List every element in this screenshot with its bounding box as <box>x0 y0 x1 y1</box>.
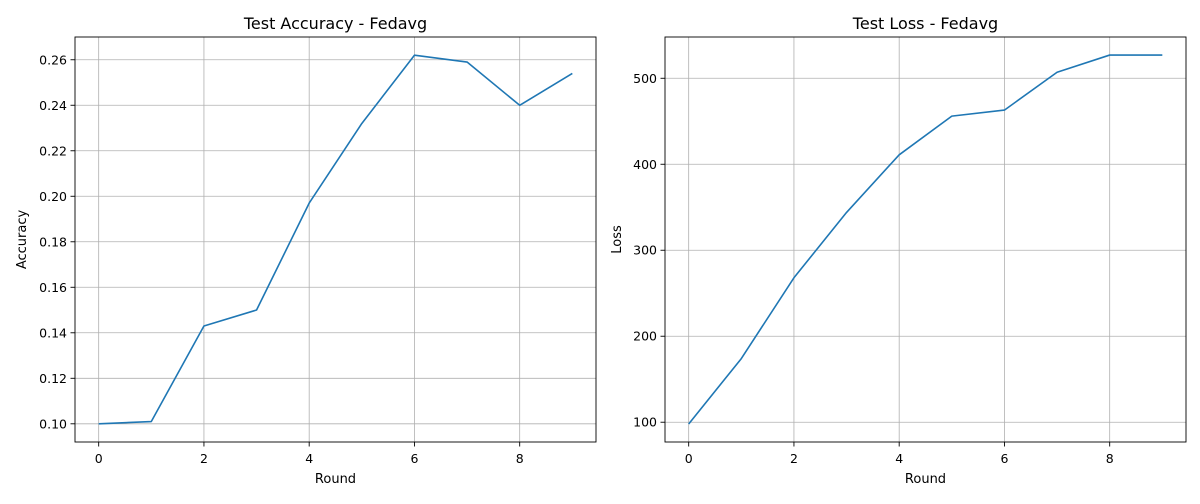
accuracy-chart-title: Test Accuracy - Fedavg <box>243 14 427 33</box>
accuracy-x-tick-label-4: 8 <box>516 451 524 466</box>
loss-x-tick-label-0: 0 <box>685 451 693 466</box>
accuracy-y-tick-label-1: 0.12 <box>39 371 67 386</box>
loss-x-tick-label-1: 2 <box>790 451 798 466</box>
accuracy-x-tick-label-2: 4 <box>305 451 313 466</box>
accuracy-y-tick-label-5: 0.20 <box>39 189 67 204</box>
loss-y-tick-label-3: 400 <box>633 157 657 172</box>
accuracy-y-tick-label-8: 0.26 <box>39 52 67 67</box>
accuracy-x-tick-label-0: 0 <box>95 451 103 466</box>
loss-y-tick-label-2: 300 <box>633 243 657 258</box>
accuracy-chart: 0 2 4 6 8 0.10 0.12 0.14 0.16 0.18 0.20 0.22 0.24 0.2… <box>15 14 596 487</box>
loss-chart-title: Test Loss - Fedavg <box>852 14 998 33</box>
loss-x-tick-label-2: 4 <box>895 451 903 466</box>
loss-x-tick-label-4: 8 <box>1106 451 1114 466</box>
accuracy-plot-frame <box>75 37 596 442</box>
loss-chart: 0 2 4 6 8 100 200 300 400 500 Test Loss - Fedavg Ro… <box>610 14 1186 487</box>
loss-y-axis-label: Loss <box>610 225 625 254</box>
loss-x-axis-label: Round <box>905 472 946 487</box>
accuracy-x-tick-label-3: 6 <box>410 451 418 466</box>
loss-plot-frame <box>665 37 1186 442</box>
loss-y-tick-label-1: 200 <box>633 329 657 344</box>
accuracy-x-tick-label-1: 2 <box>200 451 208 466</box>
accuracy-y-tick-label-3: 0.16 <box>39 280 67 295</box>
accuracy-series-line <box>99 55 573 424</box>
accuracy-x-axis-label: Round <box>315 472 356 487</box>
accuracy-y-axis-label: Accuracy <box>15 210 30 270</box>
accuracy-y-tick-label-7: 0.24 <box>39 98 67 113</box>
loss-x-tick-label-3: 6 <box>1000 451 1008 466</box>
accuracy-y-tick-label-0: 0.10 <box>39 416 67 431</box>
accuracy-y-tick-label-4: 0.18 <box>39 234 67 249</box>
accuracy-y-tick-label-2: 0.14 <box>39 325 67 340</box>
loss-series-line <box>689 55 1163 424</box>
loss-y-tick-label-4: 500 <box>633 71 657 86</box>
accuracy-y-tick-label-6: 0.22 <box>39 143 67 158</box>
loss-y-tick-label-0: 100 <box>633 415 657 430</box>
